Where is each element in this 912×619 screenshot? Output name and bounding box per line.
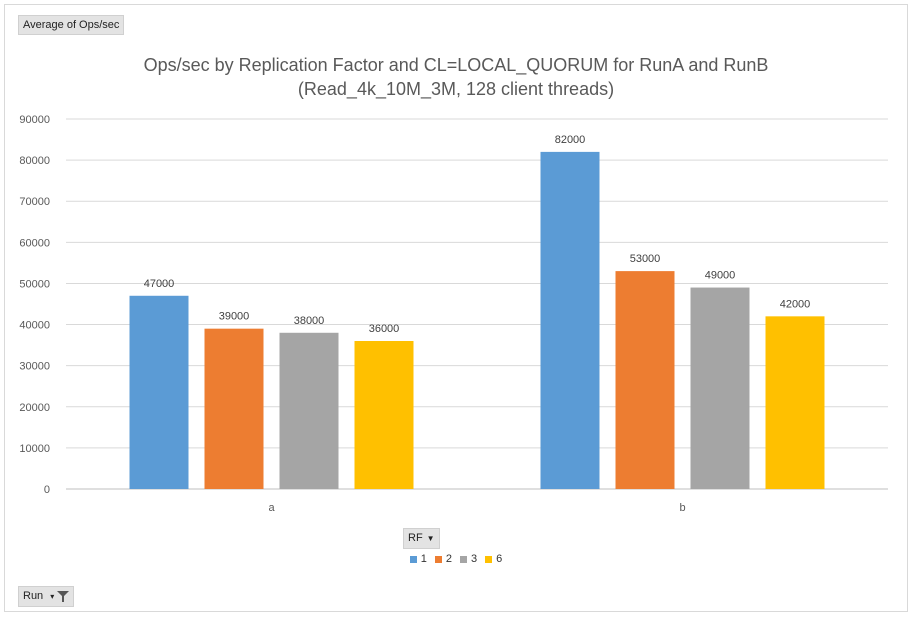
legend: 1 2 3 6 bbox=[0, 553, 912, 565]
data-label: 53000 bbox=[630, 253, 661, 265]
legend-label: 6 bbox=[496, 553, 503, 565]
legend-field-button[interactable]: RF ▼ bbox=[403, 528, 440, 549]
chart-subtitle: (Read_4k_10M_3M, 128 client threads) bbox=[298, 79, 614, 100]
legend-swatch bbox=[460, 555, 467, 563]
data-label: 39000 bbox=[219, 311, 250, 323]
data-label: 42000 bbox=[780, 298, 811, 310]
data-label: 38000 bbox=[294, 315, 325, 327]
y-tick-label: 30000 bbox=[19, 361, 50, 373]
bar bbox=[765, 316, 825, 489]
bar bbox=[690, 287, 750, 489]
legend-swatch bbox=[434, 555, 442, 563]
filter-dropdown-icon: ▾ bbox=[50, 592, 55, 601]
y-tick-label: 50000 bbox=[19, 278, 50, 290]
dropdown-arrow-icon: ▼ bbox=[426, 534, 435, 543]
filter-icon bbox=[57, 590, 70, 602]
bar bbox=[204, 328, 264, 489]
bar bbox=[615, 271, 675, 489]
legend-item: 2 bbox=[434, 553, 452, 565]
legend-label: 1 bbox=[420, 553, 427, 565]
data-label: 82000 bbox=[555, 134, 586, 146]
bar bbox=[279, 332, 339, 489]
chart-frame bbox=[4, 4, 908, 612]
y-tick-label: 80000 bbox=[19, 155, 50, 167]
legend-label: 2 bbox=[445, 553, 452, 565]
y-tick-label: 90000 bbox=[19, 114, 50, 126]
y-tick-label: 60000 bbox=[19, 237, 50, 249]
y-tick-label: 0 bbox=[44, 484, 50, 496]
legend-item: 3 bbox=[460, 553, 477, 565]
legend-item: 6 bbox=[485, 553, 502, 565]
y-tick-label: 40000 bbox=[19, 320, 50, 332]
value-field-label: Average of Ops/sec bbox=[23, 19, 120, 31]
axis-field-label: Run bbox=[23, 590, 44, 602]
bar bbox=[129, 295, 189, 489]
x-tick-label: a bbox=[268, 502, 275, 514]
legend-swatch bbox=[485, 555, 493, 563]
y-tick-label: 20000 bbox=[19, 402, 50, 414]
legend-label: 3 bbox=[471, 553, 478, 565]
y-tick-label: 10000 bbox=[19, 443, 50, 455]
legend-field-label: RF bbox=[408, 532, 423, 544]
bar bbox=[354, 341, 414, 489]
legend-item: 1 bbox=[409, 553, 427, 565]
y-tick-label: 70000 bbox=[19, 196, 50, 208]
x-tick-label: b bbox=[679, 502, 685, 514]
value-field-button[interactable]: Average of Ops/sec bbox=[18, 15, 125, 35]
bar bbox=[540, 151, 600, 489]
chart-title: Ops/sec by Replication Factor and CL=LOC… bbox=[144, 55, 769, 76]
data-label: 49000 bbox=[705, 270, 736, 282]
data-label: 36000 bbox=[369, 323, 400, 335]
data-label: 47000 bbox=[144, 278, 175, 290]
legend-swatch bbox=[409, 555, 417, 563]
axis-field-button[interactable]: Run ▾ bbox=[18, 586, 75, 607]
